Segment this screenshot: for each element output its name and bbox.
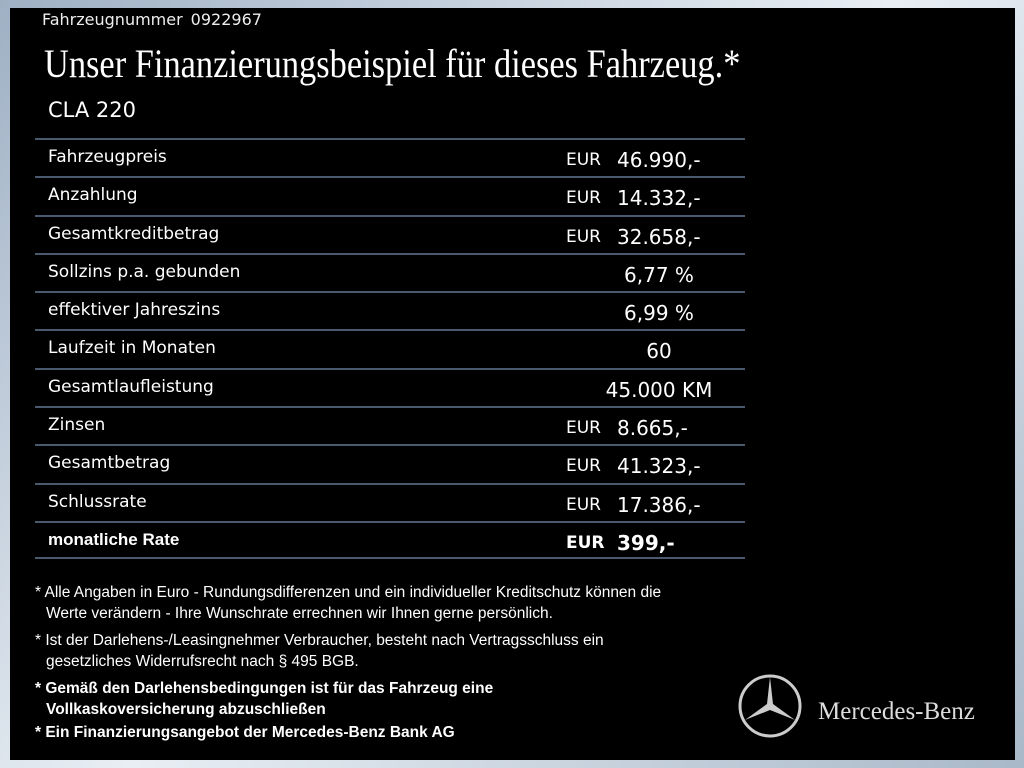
row-value: 60 [646, 339, 672, 364]
row-label: Laufzeit in Monaten [48, 338, 216, 359]
table-row: Gesamtbetrag EUR 41.323,- [35, 444, 745, 482]
row-label: Anzahlung [48, 185, 138, 206]
brand-logo [738, 674, 802, 738]
footnote: * Ein Finanzierungsangebot der Mercedes-… [35, 722, 661, 743]
row-value: 41.323,- [617, 454, 701, 479]
row-currency: EUR [566, 150, 601, 170]
table-row: Gesamtkreditbetrag EUR 32.658,- [35, 214, 745, 253]
footnote-line: gesetzliches Widerrufsrecht nach § 495 B… [46, 653, 359, 670]
footnote: * Alle Angaben in Euro - Rundungsdiffere… [35, 582, 661, 624]
table-row: Zinsen EUR 8.665,- [35, 406, 745, 444]
table-row: monatliche Rate EUR 399,- [35, 520, 745, 560]
row-value: 46.990,- [617, 148, 701, 172]
row-label: Gesamtlaufleistung [48, 376, 214, 397]
table-row: Gesamtlaufleistung 45.000 KM [35, 367, 745, 406]
row-label: effektiver Jahreszins [48, 300, 221, 321]
table-row: Laufzeit in Monaten 60 [35, 329, 745, 367]
table-row: Sollzins p.a. gebunden 6,77 % [35, 252, 745, 291]
title: Unser Finanzierungsbeispiel für dieses F… [44, 41, 741, 86]
table-row: Fahrzeugpreis EUR 46.990,- [35, 138, 745, 176]
row-currency: EUR [566, 494, 601, 515]
row-currency: EUR [566, 226, 601, 247]
row-label: Schlussrate [48, 491, 147, 512]
row-value: 6,77 % [624, 262, 694, 287]
row-label: Gesamtkreditbetrag [48, 223, 220, 244]
row-currency: EUR [566, 532, 605, 553]
row-value: 45.000 KM [605, 377, 713, 402]
panel: Fahrzeugnummer 0922967 Unser Finanzierung… [10, 8, 1015, 760]
row-currency: EUR [566, 188, 601, 209]
footnote-line: Werte verändern - Ihre Wunschrate errech… [46, 605, 553, 622]
vehicle-number-label: Fahrzeugnummer [42, 10, 183, 29]
footnote-line: * Gemäß den Darlehensbedingungen ist für… [35, 680, 494, 697]
row-value: 8.665,- [617, 416, 688, 441]
footnote-line: * Alle Angaben in Euro - Rundungsdiffere… [35, 584, 662, 601]
table-row: effektiver Jahreszins 6,99 % [35, 291, 745, 329]
vehicle-number-value: 0922967 [190, 10, 262, 29]
footnotes: * Alle Angaben in Euro - Rundungsdiffere… [35, 582, 661, 745]
row-value: 17.386,- [617, 492, 701, 517]
row-label: Fahrzeugpreis [48, 147, 167, 167]
row-value: 14.332,- [617, 186, 701, 211]
row-label: Gesamtbetrag [48, 453, 171, 474]
footnote: * Gemäß den Darlehensbedingungen ist für… [35, 678, 661, 720]
row-label: Sollzins p.a. gebunden [48, 261, 241, 282]
vehicle-number: Fahrzeugnummer 0922967 [42, 10, 270, 29]
footnote-line: * Ist der Darlehens-/Leasingnehmer Verbr… [35, 632, 604, 649]
row-value: 6,99 % [624, 301, 694, 326]
finance-table: Fahrzeugpreis EUR 46.990,- Anzahlung EUR 14.3… [35, 138, 745, 560]
row-currency: EUR [566, 456, 601, 477]
footnote-line: Vollkaskoversicherung abzuschließen [46, 701, 326, 718]
row-value: 32.658,- [617, 224, 701, 249]
row-label: monatliche Rate [48, 529, 180, 549]
footnote: * Ist der Darlehens-/Leasingnehmer Verbr… [35, 630, 661, 672]
row-label: Zinsen [48, 415, 106, 436]
row-currency: EUR [566, 418, 601, 439]
table-row: Anzahlung EUR 14.332,- [35, 176, 745, 214]
row-value: 399,- [617, 530, 675, 555]
brand-name: Mercedes-Benz [818, 698, 975, 725]
table-row: Schlussrate EUR 17.386,- [35, 482, 745, 521]
model: CLA 220 [48, 98, 136, 122]
footnote-line: * Ein Finanzierungsangebot der Mercedes-… [35, 724, 455, 741]
